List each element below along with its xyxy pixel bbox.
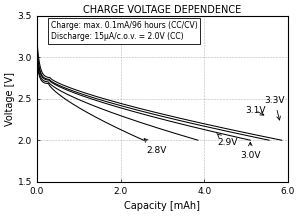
- Text: 3.0V: 3.0V: [240, 142, 260, 160]
- Text: 2.9V: 2.9V: [217, 133, 238, 147]
- Text: 2.8V: 2.8V: [144, 139, 166, 155]
- Y-axis label: Voltage [V]: Voltage [V]: [5, 72, 15, 126]
- Title: CHARGE VOLTAGE DEPENDENCE: CHARGE VOLTAGE DEPENDENCE: [83, 5, 242, 15]
- Text: Charge: max. 0.1mA/96 hours (CC/CV)
Discharge: 15μA/c.o.v. = 2.0V (CC): Charge: max. 0.1mA/96 hours (CC/CV) Disc…: [51, 21, 197, 41]
- Text: 3.3V: 3.3V: [264, 96, 285, 120]
- X-axis label: Capacity [mAh]: Capacity [mAh]: [124, 201, 200, 211]
- Text: 3.1V: 3.1V: [245, 106, 266, 115]
